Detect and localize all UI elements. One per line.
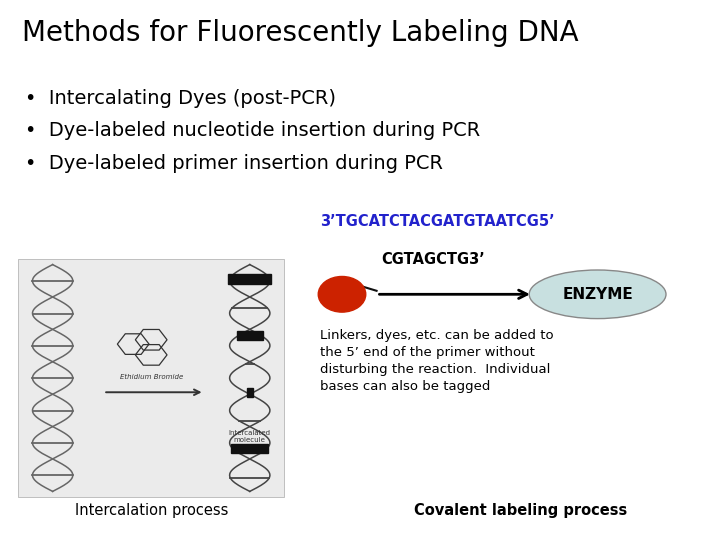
Bar [237,332,263,340]
FancyBboxPatch shape [18,259,284,497]
Circle shape [318,276,366,312]
Text: •  Intercalating Dyes (post-PCR): • Intercalating Dyes (post-PCR) [25,89,336,108]
Bar [228,274,271,284]
Text: CGTAGCTG3’: CGTAGCTG3’ [382,252,485,267]
Text: •  Dye-labeled nucleotide insertion during PCR: • Dye-labeled nucleotide insertion durin… [25,122,480,140]
Text: Covalent labeling process: Covalent labeling process [413,503,627,518]
Text: ENZYME: ENZYME [562,287,633,302]
Text: Ethidium Bromide: Ethidium Bromide [120,374,183,380]
Bar [231,444,268,454]
Text: Methods for Fluorescently Labeling DNA: Methods for Fluorescently Labeling DNA [22,19,578,47]
Text: Intercalated
molecule: Intercalated molecule [229,430,271,443]
Text: •  Dye-labeled primer insertion during PCR: • Dye-labeled primer insertion during PC… [25,154,444,173]
Ellipse shape [529,270,666,319]
Text: Linkers, dyes, etc. can be added to
the 5’ end of the primer without
disturbing : Linkers, dyes, etc. can be added to the … [320,329,554,394]
Text: 3’TGCATCTACGATGTAATCG5’: 3’TGCATCTACGATGTAATCG5’ [320,214,555,230]
Bar [247,388,253,397]
Text: Intercalation process: Intercalation process [74,503,228,518]
